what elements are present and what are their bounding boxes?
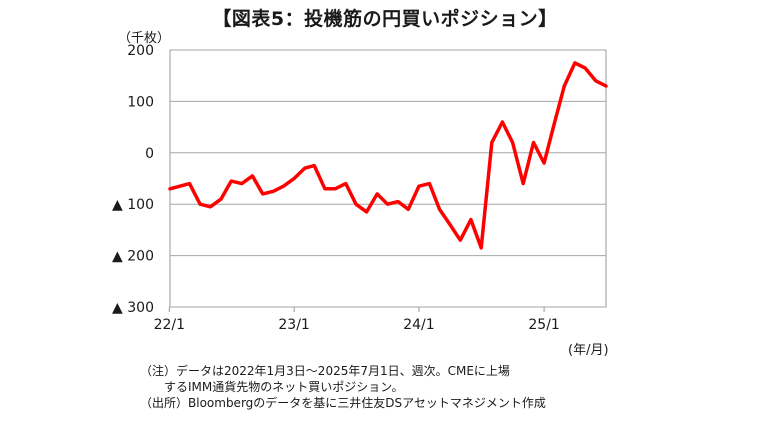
x-tick-label: 22/1 (154, 317, 185, 333)
gridlines (169, 49, 607, 308)
y-tick-label: 0 (145, 146, 154, 162)
plot-frame (169, 49, 607, 308)
series-line (168, 61, 608, 250)
y-tick-label: ▲ 300 (112, 300, 154, 316)
note-line: （出所）Bloombergのデータを基に三井住友DSアセットマネジメント作成 (140, 396, 546, 410)
y-tick-label: ▲ 100 (112, 197, 154, 213)
y-tick-label: 100 (127, 94, 154, 110)
x-tick-label: 25/1 (528, 317, 559, 333)
note-line: （注）データは2022年1月3日～2025年7月1日、週次。CMEに上場 (140, 364, 510, 378)
y-axis-ticks: 200 100 0 ▲ 100 ▲ 200 ▲ 300 (112, 43, 154, 316)
notes: （注）データは2022年1月3日～2025年7月1日、週次。CMEに上場 するI… (140, 363, 546, 411)
chart-title: 【図表5：投機筋の円買いポジション】 (212, 8, 558, 30)
y-tick-label: ▲ 200 (112, 249, 154, 265)
y-unit-label: （千枚） (118, 31, 171, 46)
x-tick-label: 24/1 (403, 317, 434, 333)
x-axis-ticks: 22/1 23/1 24/1 25/1 (154, 307, 560, 333)
y-tick-label: 200 (127, 43, 154, 59)
x-tick-label: 23/1 (278, 317, 309, 333)
note-line: するIMM通貨先物のネット買いポジション。 (140, 380, 404, 394)
x-unit-label: (年/月) (568, 343, 609, 358)
